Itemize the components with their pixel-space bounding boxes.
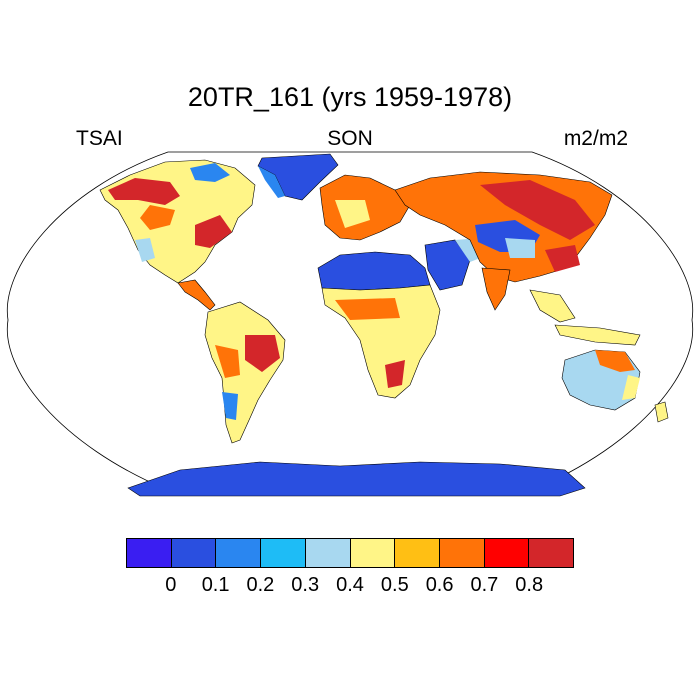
asia-light-center [505,238,535,258]
colorbar-tick-label: 0.1 [201,574,230,596]
colorbar-box [529,539,574,567]
colorbar-box [261,539,306,567]
colorbar [126,538,574,568]
colorbar-tick-label: 0.7 [470,574,499,596]
na-light-patch [135,238,155,262]
europe-yellow [335,200,370,228]
colorbar-box [395,539,440,567]
india-region [481,267,511,311]
antarctica-region [127,461,586,497]
colorbar-ticks: 0 0.1 0.2 0.3 0.4 0.5 0.6 0.7 0.8 [0,574,700,604]
na-blue-patch [190,163,230,182]
sa-orange-patch [215,345,240,378]
indonesia-region [554,324,641,346]
colorbar-tick-label: 0.3 [291,574,320,596]
colorbar-box [439,539,485,567]
na-east-red [195,215,232,248]
colorbar-box [484,539,530,567]
central-america-region [177,279,216,311]
australia-orange-rim [595,350,635,372]
figure-title: 20TR_161 (yrs 1959-1978) [187,82,513,112]
asia-red-north [480,180,595,240]
units-label: m2/m2 [563,127,628,150]
colorbar-box [350,539,396,567]
colorbar-tick-label: 0 [165,574,177,596]
africa-red [385,360,405,388]
colorbar-box [171,539,217,567]
season-label: SON [327,127,373,150]
asia-red-east [545,245,580,272]
colorbar-box [127,539,172,567]
southeast-asia-region [529,289,576,323]
australia-yellow-east [622,375,640,400]
na-orange-patch [140,205,175,230]
colorbar-tick-label: 0.6 [425,574,454,596]
colorbar-tick-label: 0.5 [380,574,409,596]
new-zealand-region [654,401,669,423]
colorbar-tick-label: 0.4 [336,574,364,596]
na-red-patch [108,178,180,205]
colorbar-tick-label: 0.2 [246,574,275,596]
colorbar-box [216,539,262,567]
sa-red-patch [245,335,280,372]
greenland-edge [258,166,285,198]
colorbar-box [305,539,351,567]
sa-blue-patch [222,392,238,420]
africa-orange [335,298,400,320]
variable-label: TSAI [76,127,123,150]
colorbar-tick-label: 0.8 [515,574,544,596]
